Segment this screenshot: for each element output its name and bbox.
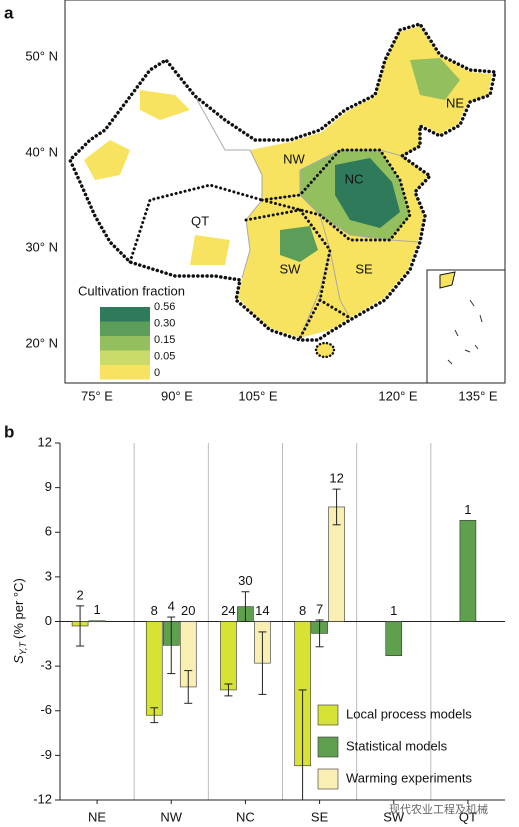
inset-islands [447,299,483,365]
error-bar [241,591,250,622]
legend-label: Local process models [346,706,472,721]
cultivated-west [84,90,230,265]
sample-count: 30 [238,573,252,588]
lon-label: 75° E [81,388,113,403]
region-label: NC [345,171,364,186]
legend-swatch [100,350,150,365]
sample-count: 1 [390,603,397,618]
map-frame [64,0,506,384]
sample-count: 2 [76,587,83,602]
legend-label: 0 [154,367,160,379]
legend-title: Cultivation fraction [78,283,185,298]
bar [145,621,163,716]
legend-label: Warming experiments [346,770,472,785]
y-axis-label: SY,T(% per °C) [11,578,28,664]
panel-label: b [4,422,14,441]
bar [385,621,403,657]
legend-swatch [317,704,339,726]
bar [220,621,237,691]
error-bar [315,619,324,648]
x-tick-label: QT [459,809,477,824]
error-bar [298,689,307,800]
cultivated-sw [280,226,318,262]
x-tick-label: NC [236,809,255,824]
x-tick-label: SW [383,809,405,824]
sample-count: 7 [316,601,323,616]
error-bar [224,683,233,697]
china-border [67,21,498,342]
lon-label: 120° E [378,388,418,403]
bar [459,520,477,622]
bar [88,620,106,623]
error-bar [184,670,193,704]
sample-count: 14 [255,603,269,618]
lon-label: 90° E [161,388,193,403]
hainan [314,341,336,359]
y-tick-label: 9 [45,479,52,494]
lat-label: 50° N [25,48,58,63]
y-tick-label: -9 [40,747,52,762]
lat-label: 40° N [25,144,58,159]
error-bar [167,616,176,675]
y-tick-label: -3 [40,658,52,673]
error-bar [332,488,341,526]
lat-label: 20° N [25,335,58,350]
y-tick-label: -12 [33,791,52,806]
lon-label: 135° E [458,388,498,403]
legend-swatch [317,736,339,758]
error-bar [258,631,267,695]
cultivated-ne [410,58,460,100]
region-borders [128,148,412,340]
region-label: QT [191,213,209,228]
x-tick-label: NW [160,809,182,824]
legend-swatch [100,321,150,336]
y-tick-label: 3 [45,568,52,583]
sample-count: 1 [93,602,100,617]
error-bar [76,605,85,647]
legend-swatch [317,768,339,790]
legend-label: 0.15 [154,334,175,346]
legend-swatch [100,336,150,351]
lon-label: 105° E [238,388,278,403]
sample-count: 4 [168,598,175,613]
legend-swatch [100,307,150,322]
legend-label: 0.30 [154,317,175,329]
watermark: 现代农业工程及机械 [389,802,488,816]
legend-swatch [100,365,150,380]
y-tick-label: 6 [45,524,52,539]
x-tick-label: SE [311,809,329,824]
map-legend: 0.56 0.30 0.15 0.05 0 [100,301,175,380]
legend-label: 0.56 [154,301,175,313]
sample-count: 1 [464,502,471,517]
sample-count: 12 [329,471,343,486]
sample-count: 8 [151,603,158,618]
x-tick-label: NE [88,809,106,824]
map-panel: a 50° N 40° [4,0,506,403]
region-label: SE [355,261,373,276]
y-tick-label: -6 [40,702,52,717]
region-label: NW [283,151,305,166]
sample-count: 8 [299,603,306,618]
region-label: SW [280,261,302,276]
legend-label: Statistical models [346,738,448,753]
y-tick-label: 12 [38,434,52,449]
region-label: NE [446,95,464,110]
sample-count: 20 [181,603,195,618]
panel-label: a [4,3,14,22]
legend-label: 0.05 [154,350,175,362]
lat-label: 30° N [25,239,58,254]
cultivated-nc-dense [335,158,400,228]
inset-frame [426,269,506,384]
y-tick-label: 0 [45,613,52,628]
inset-land [439,271,456,289]
sample-count: 24 [221,603,235,618]
error-bar [150,707,159,724]
